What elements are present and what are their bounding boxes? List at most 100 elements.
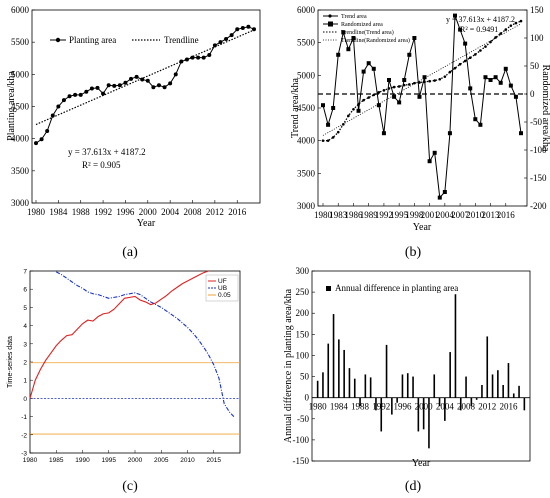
panel-d-bar <box>497 370 499 398</box>
panel-c-ub-line <box>55 271 236 418</box>
panel-b-randomized-point <box>427 159 432 164</box>
panel-a-point <box>240 26 245 31</box>
panel-b-ytick-label: 6000 <box>297 5 316 15</box>
panel-b-trend-point <box>342 123 345 126</box>
legend-trend-area-marker <box>328 14 332 18</box>
panel-a-ytick-label: 3500 <box>11 166 30 176</box>
panel-c-ytick-label: 5 <box>23 305 27 312</box>
panel-b-randomized-point <box>387 78 391 82</box>
legend-uf-label: UF <box>218 278 227 285</box>
panel-b-xtick-label: 2016 <box>497 210 516 220</box>
panel-d-bar <box>470 397 473 407</box>
panel-d-ytick-label: 200 <box>296 308 310 318</box>
panel-b-trend-point <box>504 28 508 31</box>
panel-a-point <box>229 33 234 38</box>
panel-b-ytick-label: 5500 <box>297 38 316 48</box>
panel-a-xtick-label: 1988 <box>72 207 91 217</box>
panel-d-ytick-label: -150 <box>293 456 310 466</box>
panel-d-bar <box>316 380 319 398</box>
panel-b-randomized-point <box>483 75 488 80</box>
panel-b-randomized-point <box>371 66 376 71</box>
panel-c-ytick-label: 3 <box>23 341 27 348</box>
panel-a-xtick-label: 2000 <box>139 207 158 217</box>
panel-d-ytick-label: -50 <box>297 414 309 424</box>
legend-trendline-trend-label: Trendline(Trend area) <box>341 29 394 36</box>
panel-a-point <box>151 85 156 90</box>
legend-crit-label: 0.05 <box>218 292 231 299</box>
panel-c-xtick-label: 2005 <box>154 457 169 464</box>
panel-d-xtick-label: 2012 <box>478 402 496 412</box>
panel-b-trend-point <box>489 40 492 44</box>
panel-d-bar <box>438 397 441 407</box>
panel-c-ytick-label: -2 <box>21 432 27 439</box>
panel-b-ytick-label: 3500 <box>297 168 316 178</box>
panel-b-trend-point <box>453 66 457 70</box>
panel-a-point <box>56 104 61 109</box>
panel-a-point <box>39 137 44 142</box>
panel-b-randomized-point <box>453 13 457 18</box>
panel-a-point <box>218 40 223 45</box>
panel-b-randomized-point <box>437 195 442 200</box>
panel-d-bar <box>375 397 377 411</box>
panel-d-bar <box>343 349 345 398</box>
panel-d-bar <box>348 368 351 398</box>
panel-c-uf-line <box>29 270 209 399</box>
panel-b-equation: y = 37.613x + 4187.2 <box>446 15 515 24</box>
panel-b-r2: R² = 0.9491 <box>460 25 498 34</box>
panel-a-point <box>184 57 189 62</box>
panel-b-trend-point <box>494 36 497 39</box>
panel-d-bar <box>444 397 446 421</box>
panel-d-ytick-label: 0 <box>305 393 310 403</box>
legend-ub-label: UB <box>218 285 227 292</box>
panel-b-trend-point <box>326 139 330 142</box>
panel-c-xtick-label: 2010 <box>180 457 195 464</box>
panel-b-y2tick-label: -50 <box>530 117 542 127</box>
panel-a-point <box>84 89 89 94</box>
panel-b-randomized-point <box>321 103 325 108</box>
panel-a-point <box>246 24 251 29</box>
panel-b-y2tick-label: -150 <box>530 173 547 183</box>
panel-b-randomized-point <box>519 131 523 136</box>
panel-a-point <box>45 128 50 133</box>
panel-d: -150 -100 -50 0 50 100 150 200 250 300 1980 1984 198… <box>283 266 531 494</box>
panel-b-trend-point <box>479 49 482 52</box>
panel-a-xtick-label: 2008 <box>184 207 203 217</box>
panel-b-y2tick-label: -200 <box>530 201 547 211</box>
panel-c-xtick-label: 1990 <box>75 457 90 464</box>
panel-b-y2tick-label: 0 <box>530 89 535 99</box>
panel-b-randomized-point <box>463 41 468 46</box>
panel-a-point <box>112 83 117 88</box>
panel-c-xtick-label: 1980 <box>23 457 38 464</box>
legend-annual-label: Annual difference in planting area <box>335 283 458 293</box>
panel-b-trend-point <box>484 45 487 48</box>
panel-d-bar <box>523 397 526 411</box>
panel-b-trend-point <box>382 89 386 92</box>
panel-b-randomized-point <box>417 94 422 99</box>
panel-b-ytick-label: 4500 <box>297 103 316 113</box>
panel-d-bar <box>380 397 383 432</box>
panel-a-xtick-label: 1984 <box>49 207 68 217</box>
panel-a-xtick-label: 2012 <box>206 207 224 217</box>
panel-b-trend-point <box>372 93 376 97</box>
panel-b-trend-point <box>336 130 340 134</box>
panel-d-xtick-label: 1996 <box>393 402 412 412</box>
panel-a-ytick-label: 4500 <box>11 102 30 112</box>
panel-b-trend-point <box>514 21 518 25</box>
panel-d-bar <box>385 344 388 398</box>
panel-a-point <box>168 81 173 86</box>
panel-c-ylabel: Time-series data <box>7 336 14 388</box>
panel-b-randomized-point <box>402 78 407 82</box>
panel-b-trend-point <box>352 108 355 111</box>
panel-b-randomized-line <box>322 15 522 199</box>
panel-b-xtick-label: 1992 <box>375 210 393 220</box>
legend-randomized-label: Randomized area <box>341 22 383 28</box>
panel-b-randomized-point <box>468 86 473 91</box>
panel-a-point <box>235 27 240 32</box>
panel-b-trend-point <box>428 79 431 83</box>
panel-a-xtick-label: 1992 <box>94 207 112 217</box>
panel-b-xtick-label: 1983 <box>329 210 348 220</box>
panel-d-ytick-label: 300 <box>296 266 310 276</box>
panel-b-randomized-point <box>336 52 341 57</box>
panel-b-trend-point <box>433 79 436 82</box>
panel-a-point <box>78 92 83 97</box>
